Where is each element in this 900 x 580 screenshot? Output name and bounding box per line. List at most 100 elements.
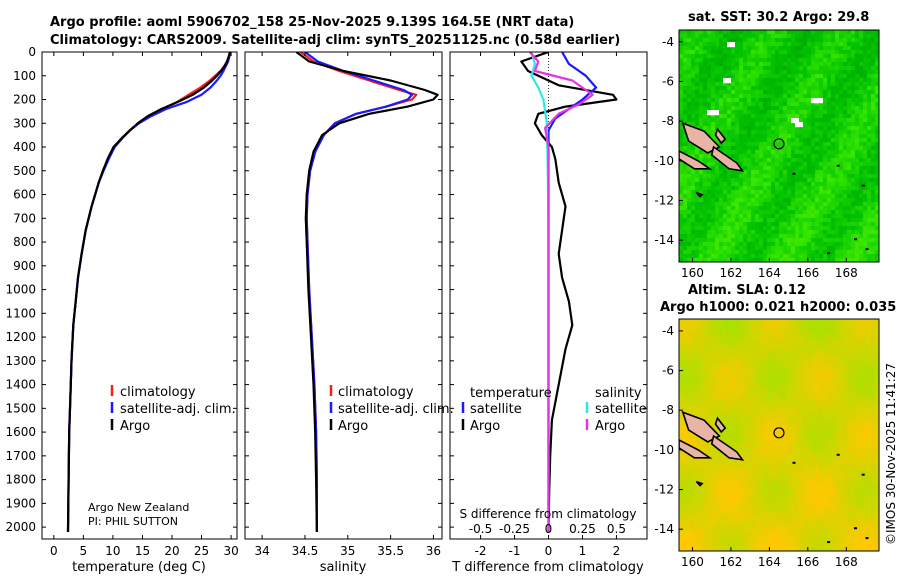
salinity-diff-tick-label: 0.25 (569, 522, 596, 536)
depth-tick-label: 1600 (5, 425, 36, 439)
depth-tick-label: 400 (13, 140, 36, 154)
depth-tick-label: 2000 (5, 520, 36, 534)
island-shape (710, 145, 745, 172)
legend-salinity-argo: Argo (595, 419, 625, 434)
figure-title-line2: Climatology: CARS2009. Satellite-adj cli… (50, 33, 621, 48)
depth-tick-label: 800 (13, 235, 36, 249)
depth-tick-label: 1100 (5, 306, 36, 320)
depth-tick-label: 1300 (5, 354, 36, 368)
difference-line-temperature-argo- (520, 52, 618, 532)
map-lat-label: -14 (654, 233, 674, 247)
islet (865, 248, 869, 251)
difference-x-tick-label: 1 (579, 544, 587, 558)
temperature-xlabel: temperature (deg C) (72, 560, 206, 575)
depth-tick-label: 300 (13, 116, 36, 130)
legend-temperature-heading: temperature (470, 386, 552, 401)
temperature-x-tick-label: 25 (194, 544, 209, 558)
salinity-diff-tick-label: -0.25 (499, 522, 530, 536)
sst-map-axes (678, 29, 880, 263)
depth-tick-label: 700 (13, 211, 36, 225)
islet (792, 172, 796, 175)
sst-argo-marker (773, 138, 785, 150)
temperature-legend: climatology satellite-adj. clim. Argo (110, 385, 236, 434)
map-lon-label: 168 (835, 266, 858, 280)
difference-series (520, 52, 618, 539)
sla-map-coastline (679, 410, 869, 544)
difference-x-tick-label: 0 (545, 544, 553, 558)
islet (827, 541, 831, 544)
salinity-diff-tick-label: 0.5 (607, 522, 626, 536)
salinity-x-tick-label: 35 (340, 544, 355, 558)
map-lon-label: 162 (719, 555, 742, 569)
legend-temperature-argo: Argo (470, 419, 500, 434)
map-lon-label: 168 (835, 555, 858, 569)
map-lat-label: -10 (654, 443, 674, 457)
map-lon-label: 164 (758, 266, 781, 280)
depth-tick-label: 1900 (5, 496, 36, 510)
figure-title-line1: Argo profile: aoml 5906702_158 25-Nov-20… (50, 15, 575, 30)
map-lon-label: 166 (796, 555, 819, 569)
islet (827, 252, 831, 255)
difference-legend: temperature satellite Argo salinity sate… (461, 386, 647, 434)
map-lon-label: 166 (796, 266, 819, 280)
temperature-line-satellite-adj-clim- (66, 52, 232, 532)
difference-x-tick-label: -1 (509, 544, 521, 558)
map-lon-label: 160 (681, 266, 704, 280)
salinity-diff-tick-label: 0 (545, 522, 553, 536)
temperature-x-tick-label: 10 (105, 544, 120, 558)
program-label: Argo New Zealand (88, 501, 190, 514)
islet (836, 164, 840, 167)
sst-map (679, 30, 879, 262)
temperature-line-climatology (66, 52, 231, 532)
salinity-series (295, 52, 439, 532)
salinity-line-climatology (300, 52, 418, 532)
map-lat-label: -12 (654, 194, 674, 208)
islet (836, 453, 840, 456)
map-lat-label: -14 (654, 522, 674, 536)
difference-x-tick-label: 2 (613, 544, 621, 558)
temperature-x-tick-label: 20 (164, 544, 179, 558)
temperature-x-tick-label: 5 (80, 544, 88, 558)
map-lon-label: 160 (681, 555, 704, 569)
depth-tick-label: 0 (28, 45, 36, 59)
depth-tick-label: 1400 (5, 378, 36, 392)
salinity-axes (244, 51, 443, 540)
legend-argo: Argo (338, 419, 368, 434)
depth-tick-label: 1000 (5, 283, 36, 297)
difference-line-salinity-argo- (528, 52, 594, 532)
map-lat-label: -8 (662, 403, 674, 417)
salinity-x-tick-label: 36 (426, 544, 441, 558)
salinity-xlabel: salinity (320, 560, 367, 575)
sla-map-axes (678, 318, 880, 552)
legend-climatology: climatology (338, 385, 414, 400)
depth-tick-label: 600 (13, 188, 36, 202)
islet (854, 238, 857, 241)
island-shape (714, 416, 727, 434)
legend-salinity-heading: salinity (595, 386, 642, 401)
depth-tick-label: 1500 (5, 401, 36, 415)
salinity-x-tick-label: 35.5 (377, 544, 404, 558)
salinity-line-satellite-adj-clim- (304, 52, 414, 532)
temperature-series (66, 52, 232, 532)
difference-xlabel: T difference from climatology (451, 560, 644, 575)
depth-tick-label: 100 (13, 69, 36, 83)
salinity-diff-tick-label: -0.5 (469, 522, 492, 536)
salinity-x-tick-label: 34 (254, 544, 269, 558)
depth-tick-label: 1800 (5, 473, 36, 487)
pi-label: PI: PHIL SUTTON (88, 515, 179, 528)
map-lat-label: -4 (662, 324, 674, 338)
map-lat-label: -6 (662, 75, 674, 89)
depth-tick-label: 500 (13, 164, 36, 178)
map-lat-label: -6 (662, 364, 674, 378)
temperature-axes (41, 51, 238, 540)
temperature-x-tick-label: 15 (135, 544, 150, 558)
islet (861, 184, 865, 187)
temperature-x-tick-label: 30 (223, 544, 238, 558)
sla-argo-marker (773, 427, 785, 439)
sla-map-title: Altim. SLA: 0.12 (688, 283, 806, 298)
islet (865, 537, 869, 540)
salinity-line-argo (295, 52, 439, 532)
legend-temperature-satellite: satellite (470, 402, 522, 417)
difference-line-temperature-satellite- (547, 52, 598, 532)
salinity-legend: climatology satellite-adj. clim. Argo (329, 385, 454, 434)
